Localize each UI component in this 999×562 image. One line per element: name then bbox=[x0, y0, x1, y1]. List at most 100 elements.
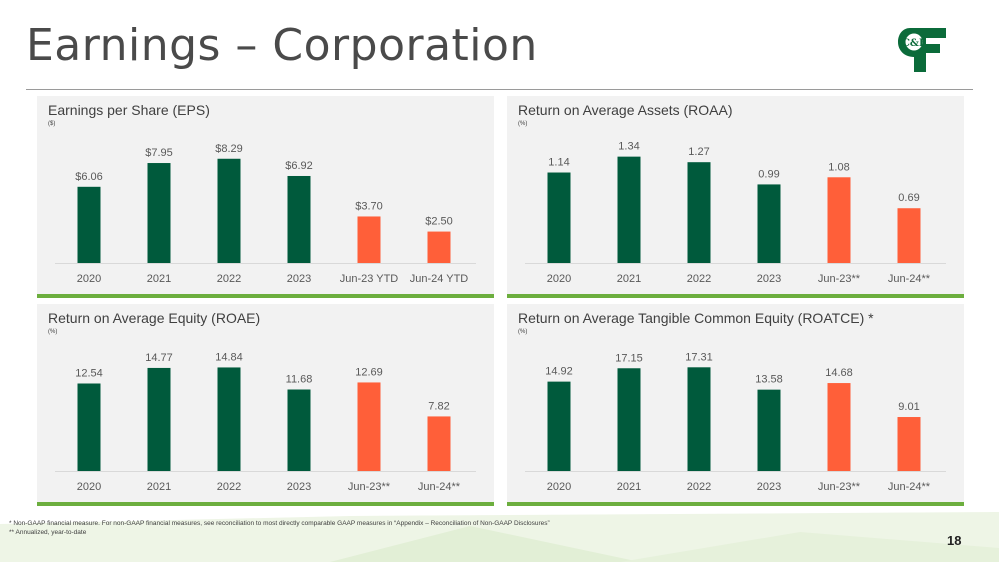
roae-x-tick-5: Jun-23** bbox=[348, 481, 391, 493]
roae-x-tick-2: 2021 bbox=[147, 481, 171, 493]
roae-chart-title: Return on Average Equity (ROAE) bbox=[48, 310, 261, 326]
roae-bar-5 bbox=[357, 382, 381, 471]
roatce-bar-2 bbox=[617, 368, 641, 471]
roaa-x-tick-5: Jun-23** bbox=[818, 273, 861, 285]
roaa-chart-unit: (%) bbox=[518, 121, 528, 127]
roatce-chart-unit: (%) bbox=[518, 329, 528, 335]
roaa-bar-2 bbox=[617, 156, 641, 263]
roae-x-tick-4: 2023 bbox=[287, 481, 311, 493]
roae-data-label-2: 14.77 bbox=[145, 352, 173, 364]
roaa-data-label-1: 1.14 bbox=[548, 157, 569, 169]
roaa-x-tick-4: 2023 bbox=[757, 273, 781, 285]
eps-bar-3 bbox=[217, 158, 241, 263]
roatce-x-tick-5: Jun-23** bbox=[818, 481, 861, 493]
eps-x-tick-2: 2021 bbox=[147, 273, 171, 285]
roaa-x-tick-6: Jun-24** bbox=[888, 273, 931, 285]
roae-bar-3 bbox=[217, 367, 241, 471]
eps-data-label-2: $7.95 bbox=[145, 147, 173, 159]
roaa-bar-5 bbox=[827, 177, 851, 263]
eps-data-label-5: $3.70 bbox=[355, 200, 383, 212]
roae-chart-unit: (%) bbox=[48, 329, 58, 335]
roaa-bar-3 bbox=[687, 162, 711, 263]
decorative-footer-band bbox=[0, 512, 999, 562]
roatce-bar-6 bbox=[897, 417, 921, 471]
eps-chart: $6.06 2020 $7.95 2021 $8.29 2022 $6.92 2023 $3.7… bbox=[55, 143, 476, 285]
roatce-bar-5 bbox=[827, 383, 851, 471]
logo-text: C&F bbox=[902, 38, 926, 49]
roae-bar-2 bbox=[147, 367, 171, 471]
footnotes: * Non-GAAP financial measure. For non-GA… bbox=[9, 519, 550, 537]
roaa-chart-panel: Return on Average Assets (ROAA) (%) 1.14… bbox=[507, 96, 964, 298]
roatce-data-label-6: 9.01 bbox=[898, 401, 919, 413]
roatce-data-label-1: 14.92 bbox=[545, 366, 573, 378]
roatce-x-tick-6: Jun-24** bbox=[888, 481, 931, 493]
roatce-x-tick-4: 2023 bbox=[757, 481, 781, 493]
eps-chart-unit: ($) bbox=[48, 121, 56, 127]
roae-chart-accent-bar bbox=[37, 502, 494, 506]
roaa-data-label-3: 1.27 bbox=[688, 146, 709, 158]
roatce-x-tick-3: 2022 bbox=[687, 481, 711, 493]
eps-data-label-4: $6.92 bbox=[285, 160, 313, 172]
roatce-chart-title: Return on Average Tangible Common Equity… bbox=[518, 310, 874, 326]
roae-x-tick-3: 2022 bbox=[217, 481, 241, 493]
roae-bar-4 bbox=[287, 389, 311, 471]
roae-data-label-4: 11.68 bbox=[286, 373, 313, 385]
roaa-bar-6 bbox=[897, 208, 921, 263]
roaa-data-label-2: 1.34 bbox=[618, 141, 639, 153]
roae-bar-1 bbox=[77, 383, 101, 471]
roaa-chart-title: Return on Average Assets (ROAA) bbox=[518, 102, 733, 118]
roatce-chart-accent-bar bbox=[507, 502, 964, 506]
roaa-x-tick-1: 2020 bbox=[547, 273, 571, 285]
roaa-bar-4 bbox=[757, 184, 781, 263]
title-divider bbox=[26, 89, 973, 90]
roatce-data-label-3: 17.31 bbox=[685, 351, 713, 363]
roae-chart-panel: Return on Average Equity (ROAE) (%) 12.5… bbox=[37, 304, 494, 506]
roae-chart: 12.54 2020 14.77 2021 14.84 2022 11.68 2023 12.6… bbox=[55, 351, 476, 493]
eps-bar-1 bbox=[77, 186, 101, 263]
roaa-x-tick-3: 2022 bbox=[687, 273, 711, 285]
roaa-bar-1 bbox=[547, 172, 571, 263]
roatce-x-tick-1: 2020 bbox=[547, 481, 571, 493]
eps-x-tick-1: 2020 bbox=[77, 273, 101, 285]
eps-bar-4 bbox=[287, 175, 311, 263]
roaa-chart-accent-bar bbox=[507, 294, 964, 298]
roatce-bar-4 bbox=[757, 389, 781, 471]
eps-data-label-1: $6.06 bbox=[75, 171, 103, 183]
roae-x-tick-1: 2020 bbox=[77, 481, 101, 493]
eps-data-label-3: $8.29 bbox=[215, 143, 243, 155]
eps-x-tick-5: Jun-23 YTD bbox=[340, 273, 399, 285]
roatce-bar-3 bbox=[687, 367, 711, 471]
roaa-data-label-4: 0.99 bbox=[758, 168, 779, 180]
roae-data-label-5: 12.69 bbox=[355, 366, 383, 378]
roaa-x-tick-2: 2021 bbox=[617, 273, 641, 285]
roae-data-label-1: 12.54 bbox=[75, 367, 103, 379]
eps-x-tick-6: Jun-24 YTD bbox=[410, 273, 469, 285]
roatce-chart: 14.92 2020 17.15 2021 17.31 2022 13.58 2023 14.6… bbox=[525, 351, 946, 493]
eps-x-tick-4: 2023 bbox=[287, 273, 311, 285]
footnote-non-gaap: * Non-GAAP financial measure. For non-GA… bbox=[9, 520, 550, 527]
roatce-data-label-5: 14.68 bbox=[825, 367, 853, 379]
roatce-data-label-2: 17.15 bbox=[615, 352, 643, 364]
eps-chart-title: Earnings per Share (EPS) bbox=[48, 102, 210, 118]
roae-data-label-6: 7.82 bbox=[428, 400, 449, 412]
roatce-bar-1 bbox=[547, 381, 571, 471]
roaa-data-label-6: 0.69 bbox=[898, 192, 919, 204]
roaa-data-label-5: 1.08 bbox=[828, 161, 849, 173]
roae-x-tick-6: Jun-24** bbox=[418, 481, 461, 493]
roae-data-label-3: 14.84 bbox=[215, 351, 243, 363]
eps-chart-panel: Earnings per Share (EPS) ($) $6.06 2020 $7… bbox=[37, 96, 494, 298]
company-logo-icon: C&F bbox=[898, 28, 946, 72]
page-number: 18 bbox=[947, 533, 962, 548]
page-title: Earnings – Corporation bbox=[26, 20, 538, 71]
eps-bar-5 bbox=[357, 216, 381, 263]
eps-data-label-6: $2.50 bbox=[425, 216, 453, 228]
eps-chart-accent-bar bbox=[37, 294, 494, 298]
eps-bar-6 bbox=[427, 231, 451, 263]
roaa-chart: 1.14 2020 1.34 2021 1.27 2022 0.99 2023 1.08 Jun-… bbox=[525, 141, 946, 285]
footnote-annualized: ** Annualized, year-to-date bbox=[9, 529, 87, 536]
roatce-data-label-4: 13.58 bbox=[755, 374, 783, 386]
eps-x-tick-3: 2022 bbox=[217, 273, 241, 285]
roatce-chart-panel: Return on Average Tangible Common Equity… bbox=[507, 304, 964, 506]
eps-bar-2 bbox=[147, 163, 171, 263]
roatce-x-tick-2: 2021 bbox=[617, 481, 641, 493]
